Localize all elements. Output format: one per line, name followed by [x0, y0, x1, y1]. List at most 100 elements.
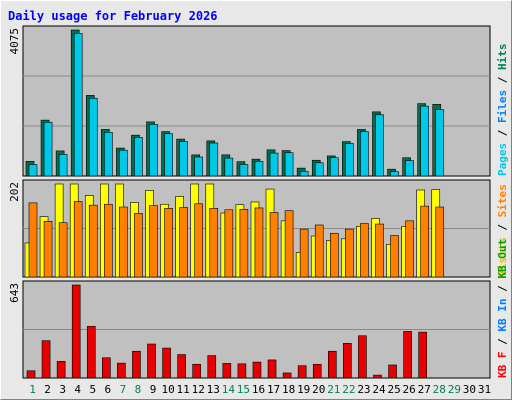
bar-hits-day-16 — [254, 161, 264, 177]
bar-kbf-day-26 — [403, 331, 412, 379]
x-tick-label-25: 25 — [387, 383, 400, 396]
bar-sites-day-22 — [345, 228, 354, 278]
bar-sites-day-11 — [179, 207, 188, 278]
bar-kbf-day-12 — [192, 363, 202, 379]
bar-sites-day-9 — [149, 205, 158, 278]
bar-hits-day-15 — [239, 164, 249, 177]
bar-hits-day-22 — [345, 143, 354, 177]
bar-kbf-day-10 — [162, 347, 171, 379]
bar-sites-day-2 — [43, 220, 53, 278]
panel-kbf-legend-item-0: KB F — [496, 352, 509, 379]
bar-hits-day-27 — [420, 105, 429, 177]
bar-kbf-day-6 — [102, 357, 111, 379]
bar-sites-day-6 — [104, 203, 113, 278]
x-tick-label-22: 22 — [342, 383, 355, 396]
panel-visits: 202 Visits / Sites — [8, 179, 509, 278]
bar-kbf-day-18 — [282, 372, 292, 379]
bar-sites-day-13 — [209, 208, 219, 278]
chart-title: Daily usage for February 2026 — [8, 9, 218, 23]
bar-sites-day-16 — [254, 207, 264, 278]
x-tick-label-14: 14 — [222, 383, 236, 396]
bar-hits-day-5 — [88, 97, 98, 177]
bar-hits-day-13 — [209, 142, 219, 177]
panel-hits-legend-item-0: Pages — [496, 143, 509, 176]
bar-kbf-day-14 — [222, 363, 232, 379]
bar-kbf-day-4 — [71, 284, 81, 379]
bar-kbf-day-3 — [56, 361, 66, 379]
x-tick-label-2: 2 — [44, 383, 51, 396]
bar-kbf-day-23 — [358, 335, 367, 379]
bar-sites-day-7 — [119, 206, 128, 278]
bar-hits-day-21 — [329, 157, 339, 177]
bar-hits-day-25 — [390, 171, 399, 177]
bar-hits-day-24 — [375, 114, 384, 177]
panel-kbf-legend-item-3: / — [496, 279, 509, 299]
bar-hits-day-8 — [134, 137, 143, 177]
bar-kbf-day-9 — [147, 343, 156, 379]
x-tick-label-29: 29 — [448, 383, 461, 396]
x-tick-label-24: 24 — [372, 383, 386, 396]
bar-sites-day-10 — [164, 208, 173, 278]
bar-sites-day-8 — [134, 213, 143, 278]
bar-hits-day-10 — [164, 133, 173, 177]
bar-sites-day-5 — [88, 204, 98, 278]
bar-hits-day-2 — [43, 121, 53, 177]
panel-kbf-legend-item-2: KB In — [496, 299, 509, 332]
bar-sites-day-24 — [375, 223, 384, 278]
bar-kbf-day-25 — [388, 364, 397, 379]
bar-hits-day-28 — [435, 109, 445, 177]
panel-visits-legend: Visits / Sites — [496, 184, 509, 277]
x-tick-label-1: 1 — [29, 383, 36, 396]
bar-sites-day-14 — [224, 209, 234, 278]
x-tick-label-15: 15 — [237, 383, 250, 396]
x-tick-label-31: 31 — [478, 383, 491, 396]
bar-sites-day-23 — [360, 223, 369, 278]
bar-hits-day-18 — [284, 152, 294, 177]
bar-hits-day-4 — [73, 33, 83, 177]
panel-kbf-legend-item-4: KB Out — [496, 239, 509, 279]
bar-sites-day-21 — [329, 232, 339, 278]
x-tick-label-30: 30 — [463, 383, 476, 396]
bar-hits-day-19 — [299, 171, 309, 177]
bar-kbf-day-7 — [117, 362, 126, 379]
x-tick-label-21: 21 — [327, 383, 340, 396]
bar-hits-day-20 — [314, 162, 324, 177]
bar-kbf-day-8 — [132, 350, 141, 379]
bar-sites-day-4 — [73, 201, 83, 278]
panel-hits-legend: Pages / Files / Hits — [496, 44, 509, 177]
bar-sites-day-1 — [28, 202, 38, 278]
bar-sites-day-3 — [58, 222, 68, 278]
bar-kbf-day-17 — [267, 359, 277, 379]
x-tick-label-11: 11 — [177, 383, 190, 396]
panel-hits-legend-item-4: Hits — [496, 44, 509, 71]
bar-hits-day-12 — [194, 156, 204, 177]
x-axis-ticks: 1 2 3 4 5 6 7 8 9 10 11 12 13 14 15 16 17 18 19 20 21 22 23 24 2… — [29, 383, 491, 396]
panel-kbf-legend-item-1: / — [496, 332, 509, 352]
bar-kbf-day-2 — [41, 340, 51, 379]
bar-sites-day-18 — [284, 210, 294, 278]
bar-sites-day-20 — [314, 224, 324, 278]
bar-sites-day-28 — [435, 206, 445, 278]
chart-panels: 4075 Pages / Files / Hits 202 Visits / Site… — [8, 25, 509, 379]
x-tick-label-23: 23 — [357, 383, 370, 396]
x-tick-label-28: 28 — [433, 383, 446, 396]
x-tick-label-12: 12 — [192, 383, 205, 396]
x-tick-label-19: 19 — [297, 383, 310, 396]
bar-kbf-day-1 — [26, 370, 36, 379]
x-tick-label-4: 4 — [74, 383, 81, 396]
bar-sites-day-15 — [239, 209, 249, 278]
x-tick-label-3: 3 — [59, 383, 66, 396]
panel-kbf: 643 KB F / KB In / KB Out — [8, 239, 509, 379]
bar-kbf-day-19 — [297, 365, 307, 379]
panel-hits-ymax-label: 4075 — [8, 28, 21, 55]
panel-hits-legend-item-1: / — [496, 123, 509, 143]
x-tick-label-9: 9 — [150, 383, 157, 396]
bar-hits-day-3 — [58, 154, 68, 177]
bar-kbf-day-21 — [327, 350, 337, 379]
bar-hits-day-11 — [179, 141, 188, 177]
bar-kbf-day-11 — [177, 354, 186, 379]
bar-kbf-day-5 — [86, 326, 96, 379]
x-tick-label-5: 5 — [89, 383, 96, 396]
panel-kbf-legend: KB F / KB In / KB Out — [496, 239, 509, 378]
